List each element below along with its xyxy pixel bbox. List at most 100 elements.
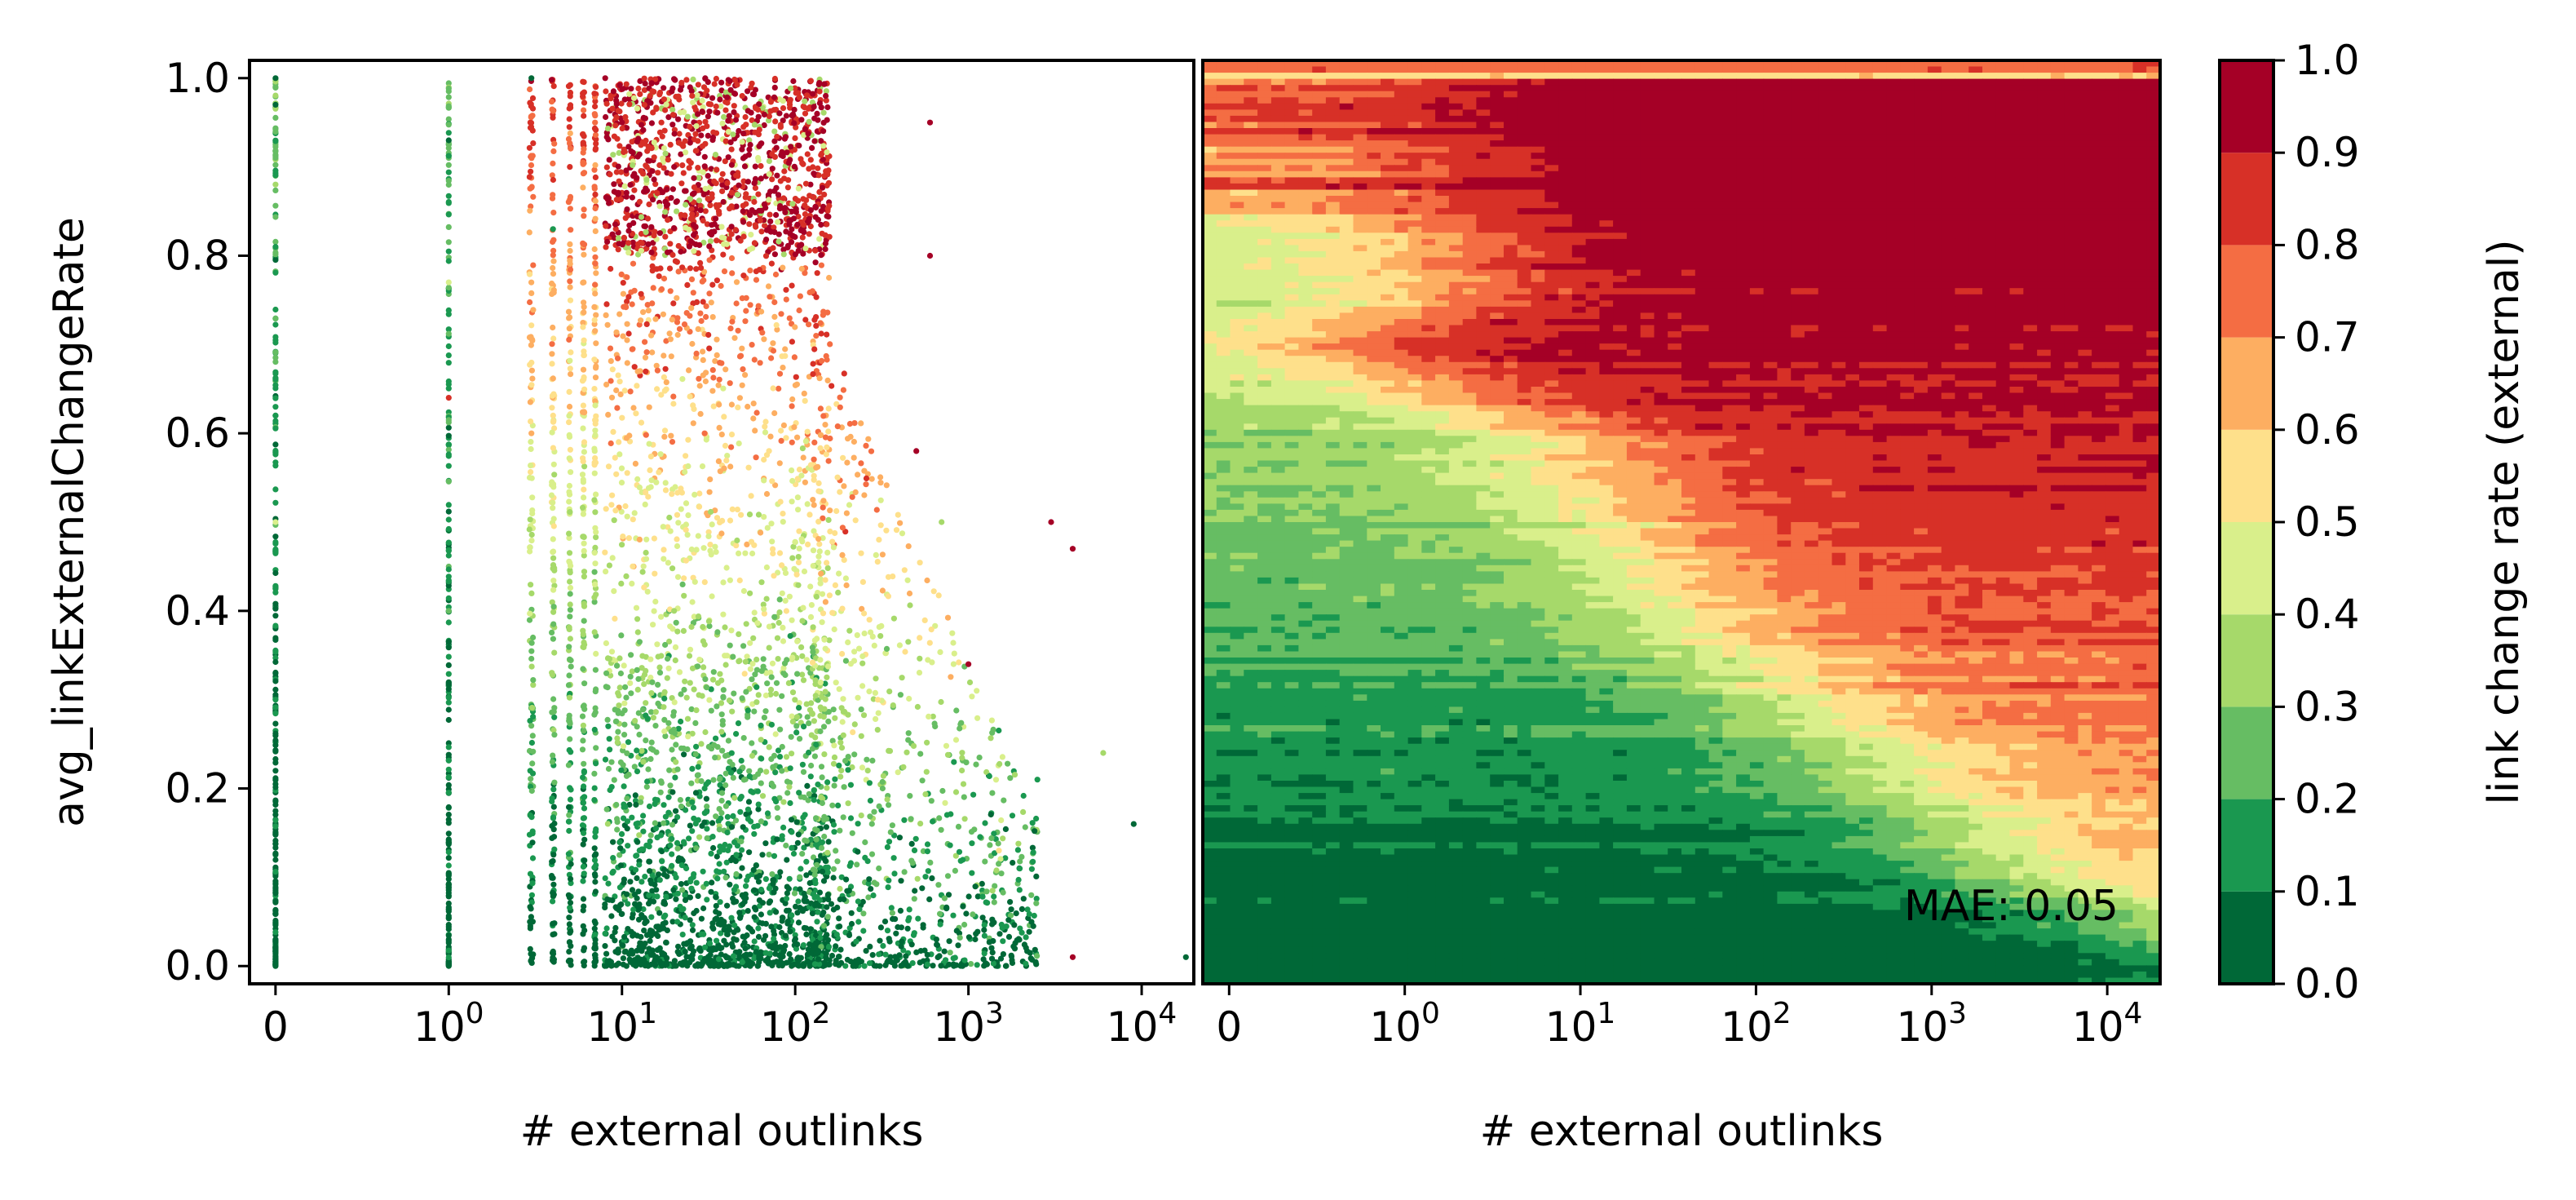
scatter-point <box>693 148 700 154</box>
scatter-point <box>592 834 599 840</box>
scatter-point <box>736 395 744 401</box>
scatter-point <box>727 843 733 849</box>
scatter-point <box>767 211 773 218</box>
scatter-point <box>785 680 793 687</box>
scatter-point <box>550 621 557 627</box>
scatter-point <box>568 663 574 670</box>
scatter-point <box>669 186 677 193</box>
scatter-point <box>593 745 599 751</box>
scatter-point <box>689 799 696 805</box>
scatter-point <box>528 203 534 210</box>
scatter-point <box>602 943 608 950</box>
scatter-point <box>272 937 279 945</box>
scatter-point <box>566 482 573 489</box>
scatter-point <box>855 694 861 701</box>
scatter-point <box>951 759 957 765</box>
scatter-point <box>776 550 784 556</box>
scatter-point <box>772 271 780 278</box>
scatter-point <box>566 433 573 441</box>
scatter-point <box>753 656 760 663</box>
scatter-point <box>814 827 820 834</box>
scatter-point <box>800 768 807 775</box>
scatter-point <box>548 77 555 83</box>
scatter-point <box>986 773 992 780</box>
scatter-point <box>568 371 574 378</box>
scatter-point <box>272 534 279 540</box>
scatter-point <box>858 550 864 556</box>
scatter-point <box>929 875 935 882</box>
scatter-point <box>581 945 588 951</box>
scatter-point <box>624 818 631 825</box>
scatter-point <box>641 223 647 229</box>
scatter-point <box>272 214 279 220</box>
scatter-point <box>550 516 557 522</box>
scatter-point <box>696 657 703 663</box>
scatter-point <box>793 374 799 380</box>
scatter-point <box>566 419 572 426</box>
scatter-point <box>803 657 810 663</box>
scatter-point <box>772 769 779 776</box>
scatter-point <box>550 445 557 451</box>
scatter-point <box>702 118 709 125</box>
scatter-point <box>617 391 624 397</box>
scatter-point <box>648 477 655 484</box>
scatter-point <box>959 755 965 761</box>
scatter-point <box>698 915 705 922</box>
scatter-point <box>796 467 803 473</box>
scatter-point <box>811 456 817 463</box>
scatter-point <box>580 841 586 848</box>
scatter-point <box>625 228 632 234</box>
scatter-point <box>656 129 664 135</box>
scatter-point <box>704 897 710 903</box>
scatter-point <box>700 638 707 644</box>
scatter-point <box>772 885 779 892</box>
scatter-point <box>610 152 616 158</box>
scatter-point <box>714 629 721 635</box>
scatter-point <box>722 158 728 165</box>
scatter-point <box>754 788 762 795</box>
scatter-point <box>623 304 630 311</box>
scatter-point <box>733 542 740 549</box>
scatter-point <box>789 817 795 823</box>
scatter-point <box>758 579 765 586</box>
scatter-point <box>717 671 723 677</box>
scatter-point <box>667 288 674 294</box>
scatter-point <box>581 728 587 734</box>
scatter-point <box>528 184 535 191</box>
scatter-point <box>604 821 612 827</box>
scatter-point <box>709 676 717 683</box>
scatter-point <box>815 480 822 487</box>
scatter-point <box>722 107 729 113</box>
scatter-point <box>782 597 789 604</box>
scatter-point <box>628 86 634 92</box>
scatter-point <box>614 826 621 833</box>
scatter-point <box>769 166 775 172</box>
scatter-point <box>780 105 787 112</box>
scatter-point <box>802 397 808 404</box>
scatter-point <box>726 927 733 933</box>
scatter-point <box>736 949 743 955</box>
scatter-point <box>751 708 758 715</box>
scatter-point <box>668 432 674 439</box>
scatter-point <box>592 260 599 267</box>
scatter-point <box>780 824 787 831</box>
scatter-point <box>794 638 801 644</box>
scatter-point <box>615 163 621 170</box>
scatter-point <box>611 181 617 188</box>
scatter-point <box>581 348 587 355</box>
scatter-point <box>613 662 621 669</box>
scatter-point <box>615 189 622 196</box>
scatter-point <box>863 481 869 488</box>
scatter-point <box>865 894 872 901</box>
scatter-point <box>701 579 708 586</box>
scatter-point <box>666 767 673 773</box>
scatter-point <box>667 842 674 848</box>
scatter-point <box>567 601 573 608</box>
scatter-point <box>550 247 557 254</box>
scatter-point <box>700 125 706 131</box>
scatter-point <box>272 600 279 607</box>
scatter-point <box>811 718 818 724</box>
scatter-point <box>810 830 816 837</box>
scatter-point <box>791 215 798 222</box>
scatter-point <box>774 172 780 179</box>
